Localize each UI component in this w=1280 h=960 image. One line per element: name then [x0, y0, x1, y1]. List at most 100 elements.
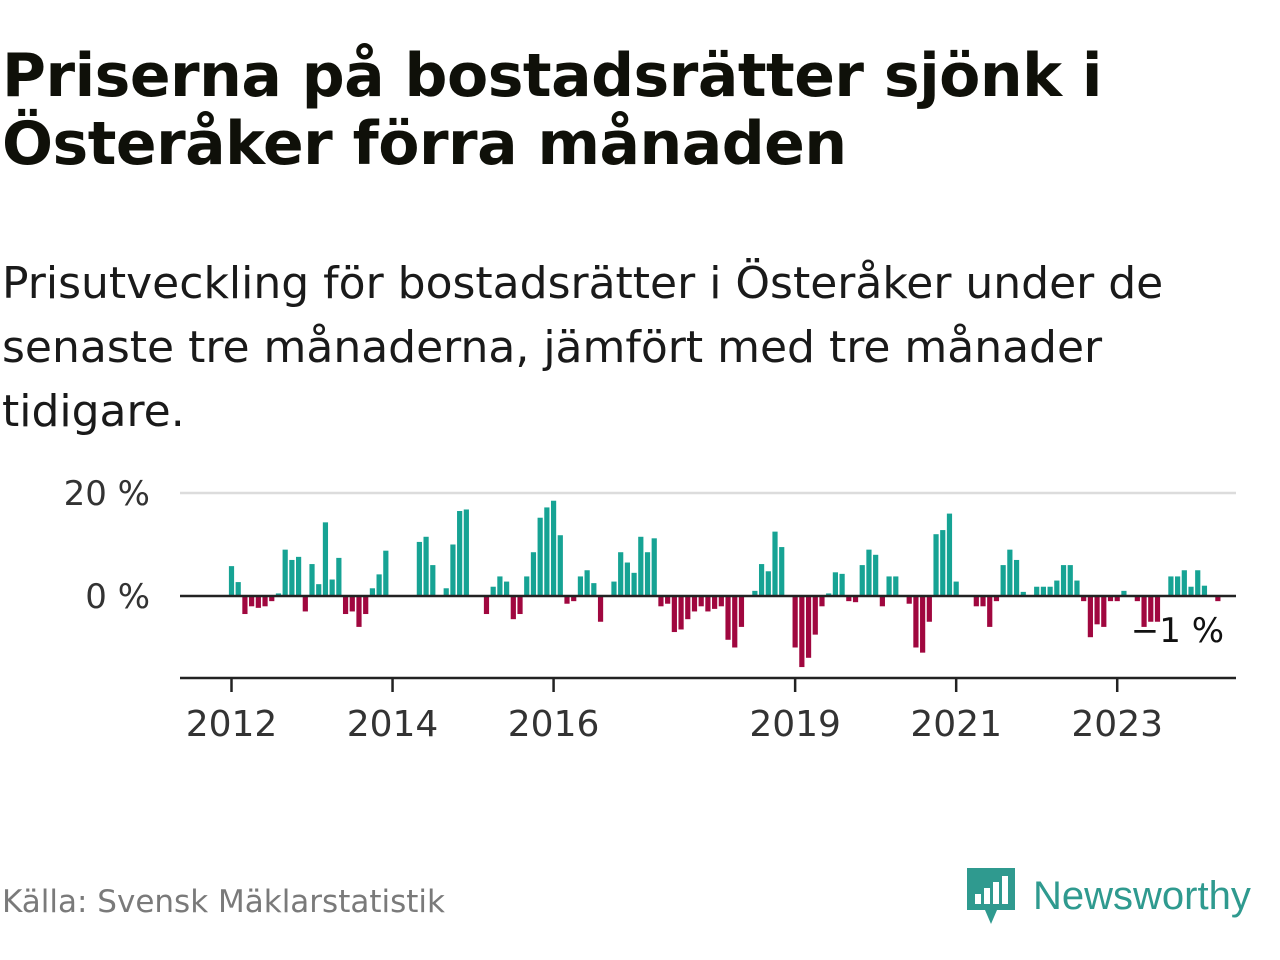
bar	[685, 596, 691, 620]
bar	[1013, 559, 1020, 596]
bar	[1094, 596, 1100, 625]
bars	[228, 500, 1221, 668]
bar	[249, 596, 255, 607]
last-value-label: −1 %	[1131, 611, 1224, 651]
bar	[1040, 586, 1047, 596]
bar	[584, 570, 590, 596]
bar	[1087, 596, 1093, 638]
bar	[812, 596, 818, 635]
bar	[752, 590, 758, 596]
bar	[369, 588, 376, 596]
y-tick-label: 20 %	[64, 474, 150, 514]
bar	[913, 596, 919, 648]
y-tick-label: 0 %	[85, 577, 150, 617]
bar	[1114, 596, 1120, 602]
bar	[926, 596, 932, 622]
bar	[383, 550, 389, 596]
bar	[933, 534, 939, 596]
bar	[718, 596, 724, 607]
bar	[1148, 596, 1154, 622]
bar	[940, 530, 946, 596]
bar	[1121, 590, 1127, 596]
bar	[920, 596, 926, 653]
bar	[1134, 596, 1140, 602]
bar	[644, 552, 651, 596]
bar	[866, 549, 872, 596]
bar	[658, 596, 664, 607]
bar	[631, 572, 637, 596]
chart-title: Priserna på bostadsrätter sjönk i Österå…	[2, 41, 1102, 179]
bar	[946, 513, 953, 596]
bar	[906, 596, 912, 604]
bar	[779, 547, 785, 596]
x-tick-label: 2014	[347, 704, 439, 745]
bar	[1195, 570, 1201, 596]
bar	[832, 572, 838, 596]
bar	[1074, 580, 1080, 596]
bar	[275, 593, 282, 596]
bar	[457, 511, 463, 596]
bar	[852, 596, 859, 603]
bar	[356, 596, 362, 627]
bar	[671, 596, 677, 633]
bar	[550, 500, 557, 596]
bar	[651, 538, 657, 596]
y-axis-labels: 20 % 0 %	[64, 474, 150, 617]
bar	[235, 582, 241, 596]
bar	[242, 596, 248, 615]
bar	[342, 596, 349, 615]
bar	[993, 596, 1000, 602]
bar	[289, 559, 295, 596]
bar	[504, 581, 510, 596]
bar	[490, 586, 496, 596]
bar	[1175, 576, 1181, 596]
x-tick-label: 2019	[749, 704, 841, 745]
bar	[805, 596, 812, 658]
bar	[564, 596, 570, 604]
bar	[510, 596, 516, 620]
bar	[309, 564, 315, 596]
bar	[712, 596, 718, 609]
bar	[839, 573, 845, 596]
bar	[1000, 565, 1006, 596]
bar	[530, 552, 537, 596]
bar	[879, 596, 885, 607]
bar	[517, 596, 523, 615]
bar	[302, 596, 308, 612]
bar	[329, 579, 335, 596]
bar	[416, 541, 422, 596]
bar	[336, 557, 342, 596]
bar	[1107, 596, 1114, 602]
bar	[698, 596, 704, 607]
newsworthy-logo[interactable]: Newsworthy	[965, 864, 1251, 928]
bar	[423, 536, 429, 596]
bar	[1067, 565, 1073, 596]
newsworthy-bar-icon	[967, 868, 1015, 924]
bar	[705, 596, 711, 612]
bar	[678, 596, 684, 630]
bar	[430, 565, 436, 596]
bar	[1054, 580, 1060, 596]
bar	[973, 596, 979, 607]
bar-chart: 20 % 0 % 2012 2014 2016 2019 2021 2023 −1 %	[64, 474, 1236, 745]
bar	[1181, 570, 1187, 596]
bar	[624, 562, 630, 596]
bar	[524, 576, 530, 596]
bar	[1060, 565, 1067, 596]
bar	[443, 588, 449, 596]
bar	[980, 596, 986, 607]
bar	[638, 536, 644, 596]
bar	[725, 596, 731, 640]
bar	[262, 596, 268, 607]
bar	[1047, 586, 1053, 596]
bar	[591, 583, 597, 597]
bar	[450, 544, 456, 596]
x-tick-label: 2023	[1071, 704, 1163, 745]
bar	[665, 596, 671, 604]
bar	[1201, 585, 1208, 596]
bar	[799, 596, 805, 668]
x-tick-label: 2016	[508, 704, 600, 745]
bar	[255, 596, 261, 608]
bar	[282, 549, 288, 596]
bar	[544, 507, 550, 596]
